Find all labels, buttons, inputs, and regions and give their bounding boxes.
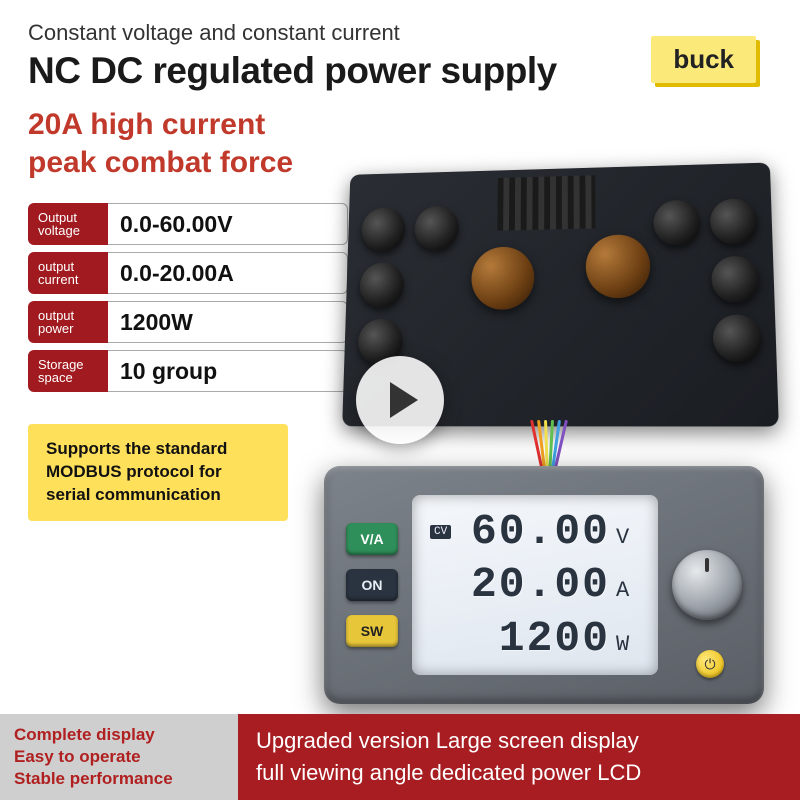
capacitor-icon	[711, 256, 760, 303]
spec-label: Outputvoltage	[28, 203, 108, 245]
spec-label: outputcurrent	[28, 252, 108, 294]
panel-button[interactable]: SW	[346, 615, 398, 647]
lcd-row: 20.00A	[426, 560, 644, 609]
lcd-unit: V	[616, 525, 644, 550]
spec-row: Storagespace10 group	[28, 350, 348, 392]
spec-label: Storagespace	[28, 350, 108, 392]
capacitor-icon	[414, 206, 459, 251]
footer-right-line1: Upgraded version Large screen display	[256, 725, 782, 757]
footer-bar: Complete displayEasy to operateStable pe…	[0, 714, 800, 800]
panel-button[interactable]: V/A	[346, 523, 398, 555]
footer-left-line: Stable performance	[14, 768, 224, 790]
panel-button-column: V/A ON SW	[346, 523, 398, 647]
capacitor-icon	[712, 314, 761, 362]
lcd-unit: W	[616, 632, 644, 657]
spec-row: Outputvoltage0.0-60.00V	[28, 203, 348, 245]
capacitor-icon	[653, 200, 700, 246]
support-box: Supports the standard MODBUS protocol fo…	[28, 424, 288, 521]
spec-row: outputcurrent0.0-20.00A	[28, 252, 348, 294]
lcd-value: 20.00	[471, 560, 610, 609]
lcd-tag: CV	[430, 525, 451, 539]
inductor-icon	[471, 246, 534, 310]
spec-label: outputpower	[28, 301, 108, 343]
buck-badge: buck	[651, 36, 756, 83]
footer-right-line2: full viewing angle dedicated power LCD	[256, 757, 782, 789]
heatsink-icon	[498, 175, 596, 230]
lcd-panel: V/AONSW CV60.00V20.00A1200W ⏻	[324, 466, 764, 704]
footer-left: Complete displayEasy to operateStable pe…	[0, 714, 238, 800]
footer-right: Upgraded version Large screen display fu…	[238, 714, 800, 800]
lcd-value: 1200	[499, 614, 610, 663]
footer-left-line: Easy to operate	[14, 746, 224, 768]
panel-button[interactable]: ON	[346, 569, 398, 601]
spec-value: 10 group	[108, 350, 348, 392]
capacitor-icon	[361, 207, 406, 252]
spec-list: Outputvoltage0.0-60.00Voutputcurrent0.0-…	[28, 203, 348, 392]
lcd-unit: A	[616, 578, 644, 603]
lcd-row: CV 60.00V	[426, 507, 644, 556]
inductor-icon	[586, 234, 651, 298]
rotary-knob[interactable]	[672, 550, 742, 620]
spec-value: 1200W	[108, 301, 348, 343]
highlight-line1: 20A high current	[28, 106, 772, 144]
spec-row: outputpower1200W	[28, 301, 348, 343]
capacitor-icon	[710, 198, 758, 245]
footer-left-line: Complete display	[14, 724, 224, 746]
spec-value: 0.0-60.00V	[108, 203, 348, 245]
lcd-row: 1200W	[426, 614, 644, 663]
power-button[interactable]: ⏻	[696, 650, 724, 678]
capacitor-icon	[359, 262, 404, 307]
spec-value: 0.0-20.00A	[108, 252, 348, 294]
lcd-value: 60.00	[471, 507, 610, 556]
lcd-display: CV60.00V20.00A1200W	[412, 495, 658, 675]
play-button-overlay[interactable]	[356, 356, 444, 444]
